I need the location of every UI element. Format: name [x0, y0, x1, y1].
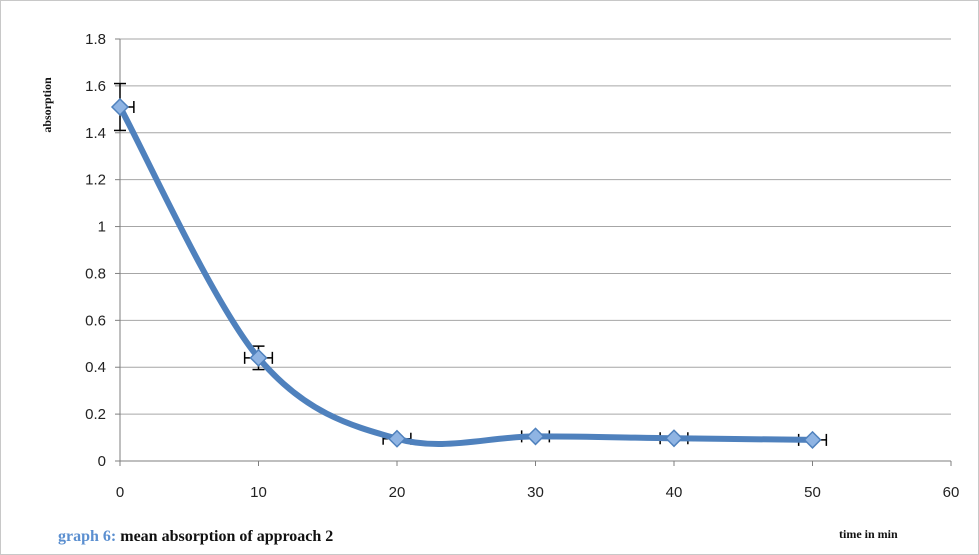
x-tick-label: 30	[527, 484, 544, 501]
y-tick-label: 1	[98, 219, 106, 236]
x-tick-labels: 0 10 20 30 40 50 60	[116, 484, 960, 501]
y-tick-label: 0.8	[85, 265, 106, 282]
error-bars	[114, 82, 828, 446]
x-axis-title: time in min	[839, 527, 898, 541]
x-tick-label: 20	[389, 484, 406, 501]
x-tick-label: 0	[116, 484, 124, 501]
x-tick-label: 10	[250, 484, 267, 501]
y-tick-label: 1.4	[85, 125, 106, 142]
data-point-marker	[387, 429, 407, 448]
y-tick-label: 0	[98, 453, 106, 470]
data-point-marker	[110, 97, 130, 117]
y-tick-label: 0.2	[85, 406, 106, 423]
caption-text: mean absorption of approach 2	[120, 528, 334, 545]
y-tick-label: 0.4	[85, 359, 106, 376]
caption-prefix: graph 6:	[58, 528, 117, 545]
graph-caption: graph 6: mean absorption of approach 2	[58, 528, 333, 546]
axes	[115, 38, 952, 466]
series-curve	[117, 103, 816, 447]
y-tick-label: 1.6	[85, 78, 106, 95]
y-tick-label: 1.8	[85, 31, 106, 48]
series-line	[117, 103, 816, 447]
x-tick-label: 60	[943, 484, 960, 501]
y-tick-label: 0.6	[85, 312, 106, 329]
data-points	[110, 97, 822, 449]
y-axis-title: absorption	[40, 77, 54, 133]
y-tick-label: 1.2	[85, 172, 106, 189]
x-tick-label: 40	[666, 484, 683, 501]
data-point-marker	[803, 430, 822, 449]
x-tick-label: 50	[804, 484, 821, 501]
data-point-marker	[526, 427, 545, 446]
data-point-marker	[664, 429, 684, 448]
data-point-marker	[249, 348, 268, 367]
y-tick-labels: 0 0.2 0.4 0.6 0.8 1 1.2 1.4 1.6 1.8	[85, 31, 106, 470]
